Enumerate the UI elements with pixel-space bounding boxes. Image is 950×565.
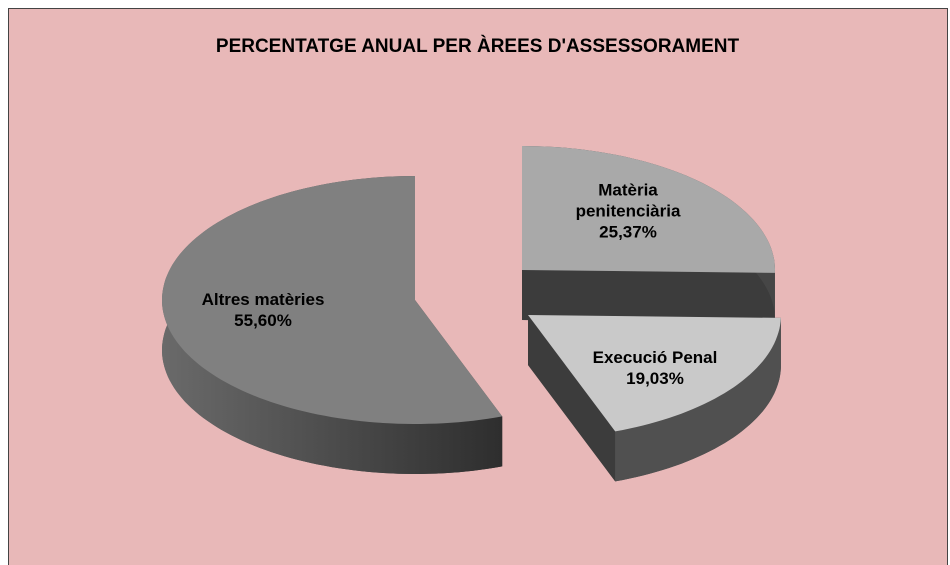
slice-label: Altres matèries 55,60% xyxy=(163,289,363,331)
pie-slice xyxy=(162,176,503,424)
category-label: Execució Penal xyxy=(592,348,718,367)
category-label: Matèria penitenciària xyxy=(575,180,681,221)
pie-slice xyxy=(528,315,781,432)
slice-side xyxy=(615,317,781,482)
pie-slice xyxy=(522,146,775,273)
slice-edge xyxy=(522,270,775,323)
value-label: 25,37% xyxy=(599,222,657,242)
value-label: 19,03% xyxy=(626,369,684,388)
category-label: Altres matèries xyxy=(201,290,325,309)
slice-label: Execució Penal 19,03% xyxy=(555,347,755,389)
chart-title: PERCENTATGE ANUAL PER ÀREES D'ASSESSORAM… xyxy=(215,36,740,57)
chart-area xyxy=(8,8,948,565)
slice-edge xyxy=(528,315,616,482)
value-label: 55,60% xyxy=(234,311,292,330)
slice-label: Matèria penitenciària 25,37% xyxy=(563,180,693,243)
